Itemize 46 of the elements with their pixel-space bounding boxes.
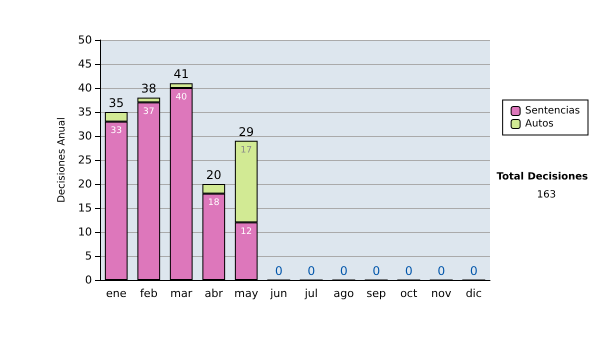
y-tick-label: 25 bbox=[78, 154, 92, 166]
y-tick-label: 45 bbox=[78, 58, 92, 70]
total-label: 20 bbox=[206, 168, 222, 182]
x-tick-label: ago bbox=[334, 287, 354, 300]
x-tick-label: ene bbox=[106, 287, 127, 300]
text: 163 bbox=[536, 190, 556, 200]
y-tick-label: 30 bbox=[78, 130, 92, 142]
total-label: 0 bbox=[470, 264, 478, 278]
y-tick-label: 50 bbox=[78, 34, 92, 46]
y-tick-label: 20 bbox=[78, 178, 92, 190]
x-tick-label: jul bbox=[304, 287, 318, 300]
total-label: 41 bbox=[174, 67, 189, 82]
y-tick-label: 15 bbox=[78, 202, 92, 214]
y-tick-label: 0 bbox=[85, 274, 92, 286]
total-label: 0 bbox=[437, 264, 446, 278]
total-label: 0 bbox=[372, 264, 380, 278]
x-tick-label: abr bbox=[204, 287, 224, 300]
data-label: 12 bbox=[240, 226, 252, 237]
y-tick-label: 10 bbox=[78, 226, 92, 238]
data-label: 17 bbox=[240, 145, 252, 156]
x-tick-label: jun bbox=[269, 287, 288, 300]
legend-label: Autos bbox=[525, 118, 554, 130]
x-tick-label: sep bbox=[366, 287, 386, 300]
x-tick-label: may bbox=[234, 287, 259, 300]
x-tick-label: oct bbox=[400, 287, 418, 300]
data-label: 33 bbox=[110, 126, 122, 136]
x-tick-label: dic bbox=[466, 287, 482, 300]
total-label: 0 bbox=[340, 264, 348, 278]
total-label: 35 bbox=[108, 96, 124, 110]
y-tick-label: 40 bbox=[78, 82, 92, 94]
total-label: 0 bbox=[307, 264, 316, 278]
data-label: 37 bbox=[143, 106, 154, 117]
y-tick-label: 5 bbox=[85, 250, 92, 262]
y-tick-label: 35 bbox=[78, 106, 92, 118]
x-tick-label: nov bbox=[431, 287, 452, 300]
legend-label: Sentencias bbox=[525, 106, 580, 116]
total-label: 38 bbox=[141, 82, 156, 96]
total-label: 0 bbox=[404, 264, 413, 278]
data-label: 40 bbox=[176, 92, 188, 102]
data-label: 18 bbox=[208, 198, 220, 208]
x-tick-label: feb bbox=[140, 287, 158, 300]
y-axis-title: Decisiones Anual bbox=[56, 117, 68, 203]
x-tick-label: mar bbox=[170, 287, 193, 300]
total-label: 29 bbox=[238, 124, 254, 139]
text: Total Decisiones bbox=[496, 172, 588, 182]
total-label: 0 bbox=[274, 264, 283, 278]
